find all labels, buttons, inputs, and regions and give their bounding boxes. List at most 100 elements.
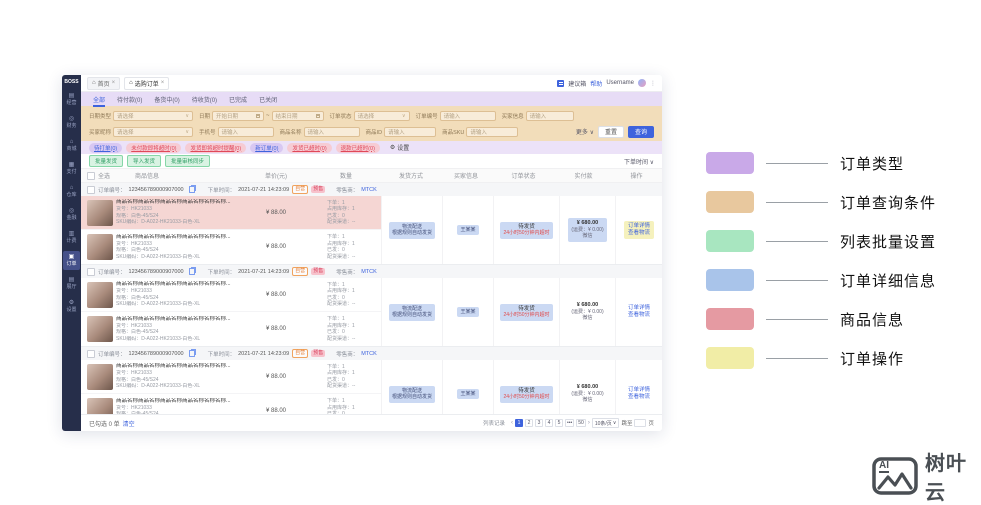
end-date-input[interactable]: 结束日期 — [271, 110, 324, 121]
clear-selection-link[interactable]: 清空 — [122, 421, 135, 428]
order-type-tab[interactable]: 待收货(0) — [191, 97, 218, 104]
query-field-date: 日期 开始日期 ~ 结束日期 — [199, 110, 324, 121]
username-label: Username — [606, 80, 634, 86]
sidebar-item-order[interactable]: ▣ 订单 — [63, 251, 80, 270]
retailer-link[interactable]: MTCK — [361, 186, 377, 193]
retailer-link[interactable]: MTCK — [361, 350, 377, 357]
close-icon[interactable]: × — [111, 80, 116, 86]
date-type-select[interactable]: 请选择 ∨ — [113, 110, 194, 121]
buyer-info-input[interactable]: 请输入 — [525, 110, 574, 121]
sidebar-item-pay[interactable]: ▦ 支付 — [63, 159, 80, 178]
field-label: 商品名称 — [279, 129, 302, 136]
sidebar-item-mall[interactable]: ⌂ 商城 — [63, 136, 80, 155]
copy-icon[interactable] — [188, 350, 195, 357]
sidebar-item-settings[interactable]: ⚙ 设置 — [63, 297, 80, 316]
import-ship-button[interactable]: 导入发货 — [127, 155, 162, 167]
batch-ship-button[interactable]: 批量发货 — [89, 155, 124, 167]
home-icon: ⌂ — [92, 80, 96, 86]
sort-order-time[interactable]: 下单时间 ∨ — [623, 159, 654, 166]
page-number[interactable]: 5 — [555, 419, 564, 427]
avatar[interactable] — [638, 79, 646, 87]
page-number[interactable]: 50 — [576, 419, 586, 427]
more-filters-link[interactable]: 更多 ∨ — [575, 130, 594, 136]
sidebar-item-billing[interactable]: ▥ 计费 — [63, 228, 80, 247]
order-checkbox[interactable] — [87, 185, 95, 194]
view-logistics-link[interactable]: 查看物流 — [627, 230, 650, 236]
batch-audit-button[interactable]: 批量审核同步 — [165, 155, 211, 167]
product-row[interactable]: 商品名称商品名称商品名称商品名称名称名称... 货号：HK21033 规格：白色… — [81, 278, 381, 312]
sidebar-item-chart[interactable]: ▤ 经营 — [63, 90, 80, 109]
start-date-input[interactable]: 开始日期 — [212, 110, 265, 121]
sidebar-item-finance[interactable]: ◎ 财务 — [63, 113, 80, 132]
order-detail-link[interactable]: 订单详情 — [627, 223, 650, 229]
order-type-tab[interactable]: 全部 — [93, 95, 106, 107]
help-link[interactable]: 帮助 — [590, 81, 603, 88]
product-image — [87, 281, 113, 308]
close-icon[interactable]: × — [160, 80, 165, 86]
buyer-nick-select[interactable]: 请选择 ∨ — [113, 126, 194, 137]
product-name-input[interactable]: 请输入 — [303, 126, 360, 137]
legend-connector-line — [766, 279, 828, 281]
next-page-button[interactable]: › — [587, 420, 590, 426]
page-number[interactable]: ••• — [565, 419, 575, 427]
order-no-input[interactable]: 请输入 — [439, 110, 496, 121]
view-logistics-link[interactable]: 查看物流 — [627, 394, 650, 400]
retailer-link[interactable]: MTCK — [361, 268, 377, 275]
quick-filter-pill[interactable]: 新订单(0) — [250, 142, 284, 153]
sidebar-item-shop[interactable]: ▤ 展厅 — [63, 274, 80, 293]
product-sku-input[interactable]: 请输入 — [466, 126, 519, 137]
field-label: 日期类型 — [89, 113, 112, 120]
order-number: 123456789000907000 — [128, 268, 184, 275]
quick-filter-pill[interactable]: 退款已超时(0) — [335, 142, 380, 153]
filter-settings[interactable]: ⚙ 设置 — [390, 143, 409, 152]
page-number[interactable]: 3 — [535, 419, 544, 427]
sidebar-item-warehouse[interactable]: ⌂ 仓库 — [63, 182, 80, 201]
phone-input[interactable]: 请输入 — [217, 126, 274, 137]
page-number[interactable]: 1 — [515, 419, 524, 427]
page-number[interactable]: 2 — [525, 419, 534, 427]
product-row[interactable]: 商品名称商品名称商品名称商品名称名称名称... 货号：HK21033 规格：白色… — [81, 312, 381, 346]
reset-button[interactable]: 重置 — [597, 125, 624, 138]
sidebar-item-member[interactable]: ◎ 金融 — [63, 205, 80, 224]
sidebar-item-label: 金融 — [66, 215, 77, 221]
product-row[interactable]: 商品名称商品名称商品名称商品名称名称名称... 货号：HK21033 规格：白色… — [81, 394, 381, 414]
view-logistics-link[interactable]: 查看物流 — [627, 312, 650, 318]
page-number[interactable]: 4 — [545, 419, 554, 427]
product-id-input[interactable]: 请输入 — [384, 126, 437, 137]
product-row[interactable]: 商品名称商品名称商品名称商品名称名称名称... 货号：HK21033 规格：白色… — [81, 360, 381, 394]
suggestion-icon[interactable] — [557, 79, 565, 87]
legend-swatch — [706, 230, 754, 252]
search-button[interactable]: 查询 — [627, 125, 654, 138]
copy-icon[interactable] — [188, 268, 195, 275]
order-type-tab[interactable]: 待付款(0) — [117, 97, 143, 104]
product-qty: 下单：1 占用库存：1 已发：0 配货渠道：-- — [311, 234, 381, 260]
product-row[interactable]: 商品名称商品名称商品名称商品名称名称名称... 货号：HK21033 规格：白色… — [81, 230, 381, 264]
sidebar: BOSS ▤ 经营 ◎ 财务 ⌂ 商城 ▦ 支付 ⌂ 仓库 ◎ 金融 ▥ 计费 ▣ 订单 ▤ 展厅 ⚙ 设置 — [62, 75, 81, 431]
page-size-select[interactable]: 10条/页 ∨ — [591, 418, 620, 428]
quick-filter-pill[interactable]: 发货即将超时提醒(0) — [185, 142, 247, 153]
qty-ordered: 下单：1 — [327, 234, 345, 240]
product-row[interactable]: 商品名称商品名称商品名称商品名称名称名称... 货号：HK21033 规格：白色… — [81, 196, 381, 230]
order-type-tab[interactable]: 已完成 — [229, 97, 248, 104]
order-type-tab[interactable]: 备货中(0) — [154, 97, 180, 104]
quick-filter-pill[interactable]: 未付款即将超时(0) — [126, 142, 182, 153]
select-all-checkbox[interactable] — [87, 171, 95, 180]
quick-filter-pill[interactable]: 发货已超时(0) — [287, 142, 332, 153]
quick-filter-pill[interactable]: 待打单(0) — [89, 142, 123, 153]
more-menu-icon[interactable]: ⋮ — [650, 80, 656, 87]
page-tab-home[interactable]: ⌂ 首页 × — [87, 76, 121, 90]
legend-item: 订单查询条件 — [706, 191, 936, 213]
page-tab-orders[interactable]: ⌂ 选购订单 × — [124, 76, 170, 90]
order-status-select[interactable]: 请选择 ∨ — [353, 110, 410, 121]
order-detail-link[interactable]: 订单详情 — [627, 305, 650, 311]
order-type-tab[interactable]: 已关闭 — [259, 97, 278, 104]
order-checkbox[interactable] — [87, 349, 95, 358]
legend: 订单类型 订单查询条件 列表批量设置 订单详细信息 商品信息 订单操作 — [706, 152, 936, 369]
qty-ordered: 下单：1 — [327, 281, 345, 288]
jump-page-input[interactable] — [634, 419, 647, 427]
suggestion-link[interactable]: 建议箱 — [568, 81, 587, 88]
copy-icon[interactable] — [188, 186, 195, 193]
order-checkbox[interactable] — [87, 267, 95, 276]
order-detail-link[interactable]: 订单详情 — [627, 387, 650, 393]
prev-page-button[interactable]: ‹ — [511, 420, 514, 426]
